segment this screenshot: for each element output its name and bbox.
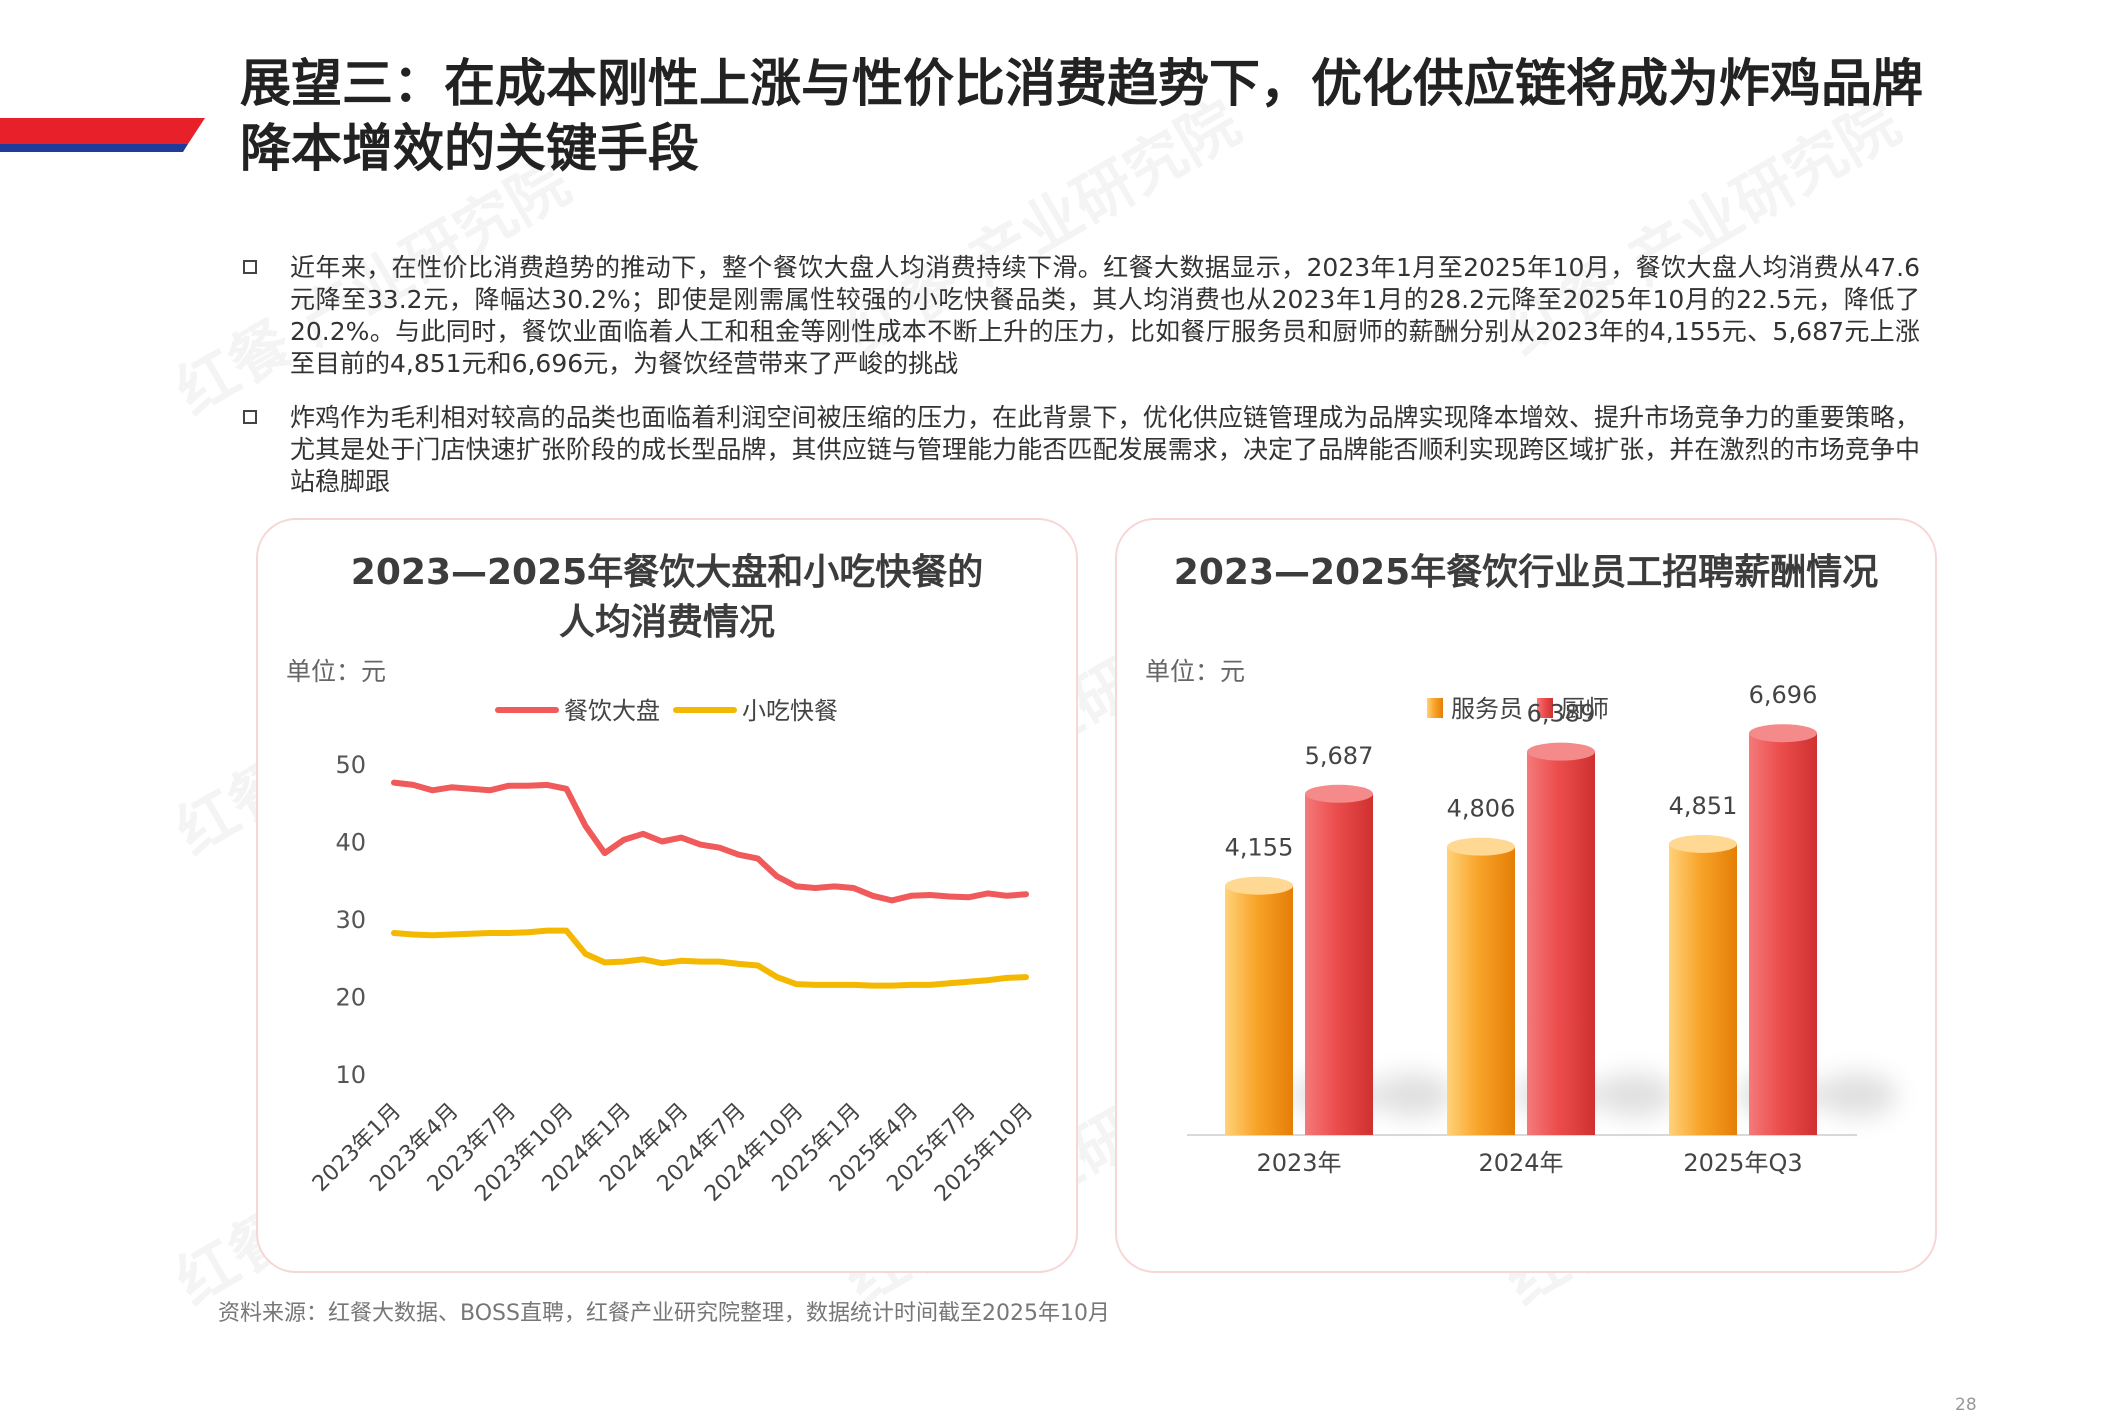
y-tick-label: 40 [335, 829, 366, 857]
legend-swatch-2 [1537, 698, 1553, 718]
bullet-list: 近年来，在性价比消费趋势的推动下，整个餐饮大盘人均消费持续下滑。红餐大数据显示，… [240, 252, 1920, 520]
bar-cap-chef [1305, 784, 1373, 803]
bar-value-label: 6,389 [1527, 700, 1596, 728]
bar-value-label: 5,687 [1305, 742, 1374, 770]
bar-chart-unit: 单位：元 [1145, 657, 1246, 686]
header-accent-bar [0, 118, 205, 152]
bar-waiter [1225, 885, 1293, 1135]
bar-cap-waiter [1669, 834, 1737, 853]
bar-waiter [1669, 843, 1737, 1135]
bar-chart-title: 2023—2025年餐饮行业员工招聘薪酬情况 [1173, 552, 1879, 593]
bullet-item: 近年来，在性价比消费趋势的推动下，整个餐饮大盘人均消费持续下滑。红餐大数据显示，… [240, 252, 1920, 380]
bar-cap-chef [1749, 724, 1817, 743]
bar-chef [1749, 733, 1817, 1135]
x-category-label: 2025年Q3 [1683, 1149, 1802, 1177]
page-title: 展望三：在成本刚性上涨与性价比消费趋势下，优化供应链将成为炸鸡品牌降本增效的关键… [240, 55, 1924, 179]
square-bullet-icon [243, 410, 257, 424]
x-category-label: 2024年 [1478, 1149, 1563, 1177]
bar-value-label: 4,851 [1669, 792, 1738, 820]
bar-value-label: 4,155 [1225, 834, 1294, 862]
legend-label-2: 小吃快餐 [742, 697, 838, 725]
legend-label-2: 厨师 [1561, 695, 1609, 723]
bar-value-label: 6,696 [1749, 681, 1818, 709]
square-bullet-icon [243, 260, 257, 274]
legend-label-1: 餐饮大盘 [564, 697, 660, 725]
legend-swatch-1 [1427, 698, 1443, 718]
y-tick-label: 50 [335, 751, 366, 779]
bar-cap-waiter [1447, 837, 1515, 856]
line-chart-unit: 单位：元 [286, 657, 387, 686]
bar-chef [1527, 751, 1595, 1135]
y-tick-label: 30 [335, 906, 366, 934]
line-chart-panel: 2023—2025年餐饮大盘和小吃快餐的人均消费情况 单位：元 餐饮大盘 小吃快餐… [256, 518, 1078, 1273]
bullet-item: 炸鸡作为毛利相对较高的品类也面临着利润空间被压缩的压力，在此背景下，优化供应链管… [240, 402, 1920, 498]
line-chart: 餐饮大盘 小吃快餐10203040502023年1月2023年4月2023年7月2… [308, 697, 1038, 1207]
bar-cap-waiter [1225, 876, 1293, 895]
bar-chart-panel: 2023—2025年餐饮行业员工招聘薪酬情况 单位：元 服务员 厨师 4,155 5,… [1115, 518, 1937, 1273]
bar-cap-chef [1527, 742, 1595, 761]
bar-value-label: 4,806 [1447, 795, 1516, 823]
x-category-label: 2023年 [1256, 1149, 1341, 1177]
source-note: 资料来源：红餐大数据、BOSS直聘，红餐产业研究院整理，数据统计时间截至2025… [218, 1301, 1110, 1326]
bar-shadow [1595, 1073, 1675, 1117]
bullet-text: 炸鸡作为毛利相对较高的品类也面临着利润空间被压缩的压力，在此背景下，优化供应链管… [290, 403, 1920, 496]
bar-shadow [1817, 1073, 1897, 1117]
bar-chart: 服务员 厨师 4,155 5,687 2023年 4,806 6,389 2024年 4,851… [1187, 681, 1897, 1177]
series-line-1 [391, 779, 1029, 904]
bar-chef [1305, 793, 1373, 1135]
series-line-2 [391, 927, 1029, 989]
bar-shadow [1373, 1073, 1453, 1117]
legend-label-1: 服务员 [1451, 695, 1523, 723]
line-chart-title: 2023—2025年餐饮大盘和小吃快餐的人均消费情况 [350, 552, 984, 643]
y-tick-label: 10 [335, 1061, 366, 1089]
bullet-text: 近年来，在性价比消费趋势的推动下，整个餐饮大盘人均消费持续下滑。红餐大数据显示，… [290, 253, 1920, 378]
page-number: 28 [1955, 1395, 1977, 1415]
bar-waiter [1447, 846, 1515, 1135]
y-tick-label: 20 [335, 984, 366, 1012]
